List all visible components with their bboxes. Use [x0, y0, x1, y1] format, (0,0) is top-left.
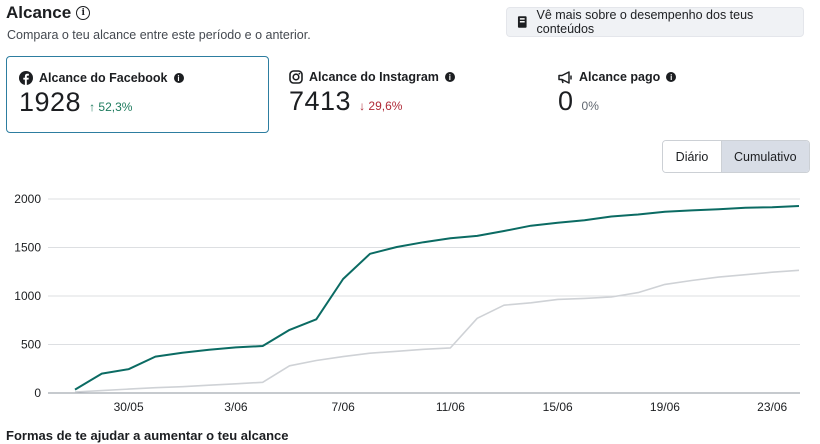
series-line-current: [74, 205, 800, 391]
arrow-up-icon: ↑: [89, 100, 96, 114]
paid-reach-change: 0%: [581, 99, 599, 113]
footer-title: Formas de te ajudar a aumentar o teu alc…: [6, 428, 289, 443]
info-icon[interactable]: i: [666, 72, 677, 82]
instagram-icon: [289, 70, 303, 84]
paid-reach-card[interactable]: Alcance pago i 0 0%: [546, 56, 806, 133]
x-tick-label: 3/06: [224, 400, 248, 414]
page-title: Alcance i: [6, 3, 91, 23]
book-icon: [517, 16, 527, 28]
x-tick-label: 19/06: [650, 400, 680, 414]
arrow-down-icon: ↓: [359, 99, 366, 113]
info-icon[interactable]: i: [76, 6, 91, 20]
y-tick-label: 500: [21, 338, 41, 352]
facebook-reach-label: Alcance do Facebook: [39, 71, 168, 85]
instagram-reach-change: ↓ 29,6%: [359, 99, 402, 113]
megaphone-icon: [558, 70, 572, 84]
facebook-reach-change: ↑ 52,3%: [89, 100, 132, 114]
page-title-text: Alcance: [6, 3, 72, 22]
info-icon[interactable]: i: [444, 72, 455, 82]
x-tick-label: 11/06: [436, 400, 465, 414]
info-icon[interactable]: i: [173, 73, 184, 83]
instagram-reach-value: 7413: [289, 86, 352, 116]
facebook-reach-card[interactable]: Alcance do Facebook i 1928 ↑ 52,3%: [6, 56, 269, 133]
more-performance-label: Vê mais sobre o desempenho dos teus cont…: [536, 8, 754, 36]
instagram-reach-change-value: 29,6%: [368, 99, 403, 113]
instagram-reach-card[interactable]: Alcance do Instagram i 7413 ↓ 29,6%: [277, 56, 537, 133]
y-tick-label: 0: [34, 386, 41, 400]
x-tick-label: 30/05: [114, 400, 144, 414]
y-tick-label: 1500: [14, 241, 41, 255]
cumulative-toggle-button[interactable]: Cumulativo: [721, 141, 809, 172]
y-tick-label: 1000: [14, 289, 41, 303]
instagram-reach-label: Alcance do Instagram: [309, 70, 439, 84]
series-line-previous: [74, 269, 800, 393]
facebook-reach-value: 1928: [19, 87, 82, 117]
x-tick-label: 15/06: [543, 400, 573, 414]
view-toggle: Diário Cumulativo: [662, 140, 810, 173]
more-performance-button[interactable]: Vê mais sobre o desempenho dos teus cont…: [506, 7, 804, 37]
x-tick-label: 7/06: [331, 400, 355, 414]
facebook-reach-change-value: 52,3%: [98, 100, 133, 114]
daily-toggle-button[interactable]: Diário: [663, 141, 721, 172]
paid-reach-label: Alcance pago: [579, 70, 661, 84]
x-tick-label: 23/06: [757, 400, 787, 414]
reach-chart: 0 500 1000 1500 2000 30/05 3/06 7/06 11/06 15/06…: [14, 192, 800, 414]
y-tick-label: 2000: [14, 192, 41, 206]
paid-reach-value: 0: [558, 86, 574, 116]
page-subtitle: Compara o teu alcance entre este período…: [7, 28, 311, 42]
facebook-icon: [19, 71, 33, 85]
